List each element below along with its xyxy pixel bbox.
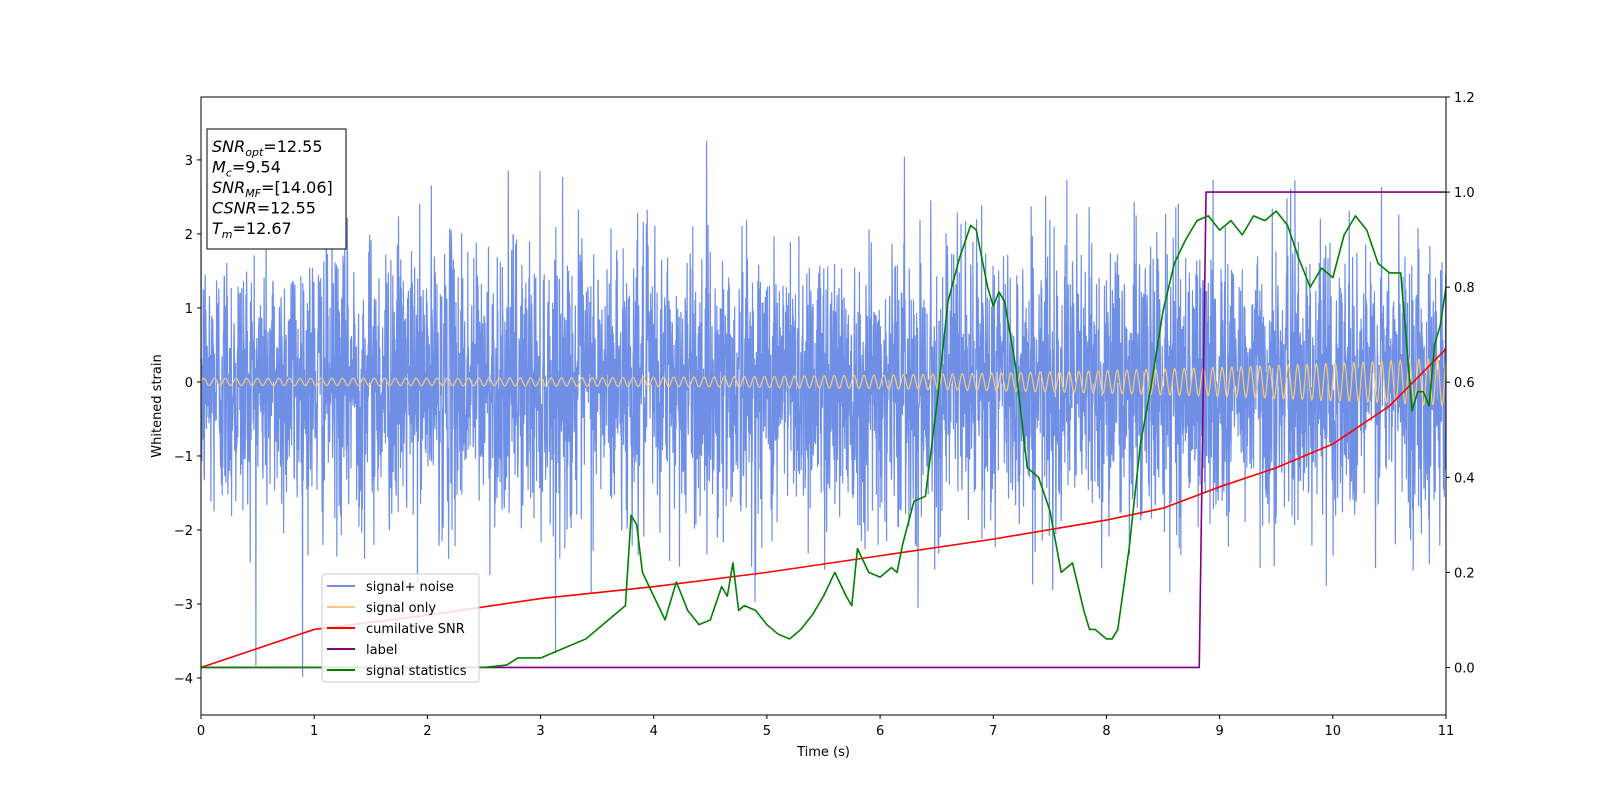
y2-tick-label: 0.6 (1454, 376, 1475, 391)
legend-label: cumilative SNR (366, 622, 465, 637)
x-tick-label: 0 (197, 724, 205, 739)
legend-label: signal only (366, 601, 436, 616)
y-tick-label: 0 (185, 376, 193, 391)
annotation-line: SNRMF=[14.06] (212, 178, 333, 200)
x-axis-label: Time (s) (796, 745, 850, 760)
series-signal-only (201, 358, 1446, 407)
x-tick-label: 10 (1325, 724, 1342, 739)
legend-label: label (366, 643, 397, 658)
x-axis: 0 1 2 3 4 5 6 7 8 9 10 11 (197, 715, 1454, 739)
x-tick-label: 3 (536, 724, 544, 739)
y2-tick-label: 0.4 (1454, 471, 1475, 486)
annotation-frame (206, 128, 347, 250)
y2-tick-label: 0.8 (1454, 281, 1475, 296)
x-tick-label: 2 (423, 724, 431, 739)
y2-tick-label: 0.0 (1454, 661, 1475, 676)
x-tick-label: 11 (1438, 724, 1455, 739)
annotation-line: SNRopt=12.55 (212, 137, 323, 159)
y-tick-label: 2 (185, 228, 193, 243)
series-signal-statistics (201, 210, 1446, 669)
y-axis-right: 0.0 0.2 0.4 0.6 0.8 1.0 1.2 (1446, 91, 1475, 676)
x-tick-label: 7 (989, 724, 997, 739)
x-tick-label: 6 (876, 724, 884, 739)
y-tick-label: −2 (174, 524, 193, 539)
y2-tick-label: 1.0 (1454, 186, 1475, 201)
legend: signal+ noise signal only cumilative SNR la… (321, 573, 480, 683)
x-tick-label: 1 (310, 724, 318, 739)
plot-frame (200, 96, 1447, 716)
annotation-line: Mc=9.54 (212, 158, 281, 180)
legend-label: signal+ noise (366, 580, 454, 595)
x-tick-label: 9 (1215, 724, 1223, 739)
y-tick-label: 3 (185, 154, 193, 169)
annotation-box: SNRopt=12.55Mc=9.54SNRMF=[14.06]CSNR=12.… (206, 128, 347, 250)
x-tick-label: 4 (650, 724, 658, 739)
y-axis-left: −4 −3 −2 −1 0 1 2 3 (174, 154, 201, 687)
y-tick-label: 1 (185, 302, 193, 317)
y2-tick-label: 1.2 (1454, 91, 1475, 106)
legend-frame (321, 573, 480, 683)
annotation-line: Tm=12.67 (212, 219, 292, 241)
y-axis-label: Whitened strain (150, 354, 165, 457)
y2-tick-label: 0.2 (1454, 566, 1475, 581)
y-tick-label: −4 (174, 672, 193, 687)
series-label (201, 191, 1446, 669)
x-tick-label: 5 (763, 724, 771, 739)
x-tick-label: 8 (1102, 724, 1110, 739)
annotation-line: CSNR=12.55 (212, 199, 316, 218)
legend-label: signal statistics (366, 664, 467, 679)
y-tick-label: −3 (174, 598, 193, 613)
y-tick-label: −1 (174, 450, 193, 465)
